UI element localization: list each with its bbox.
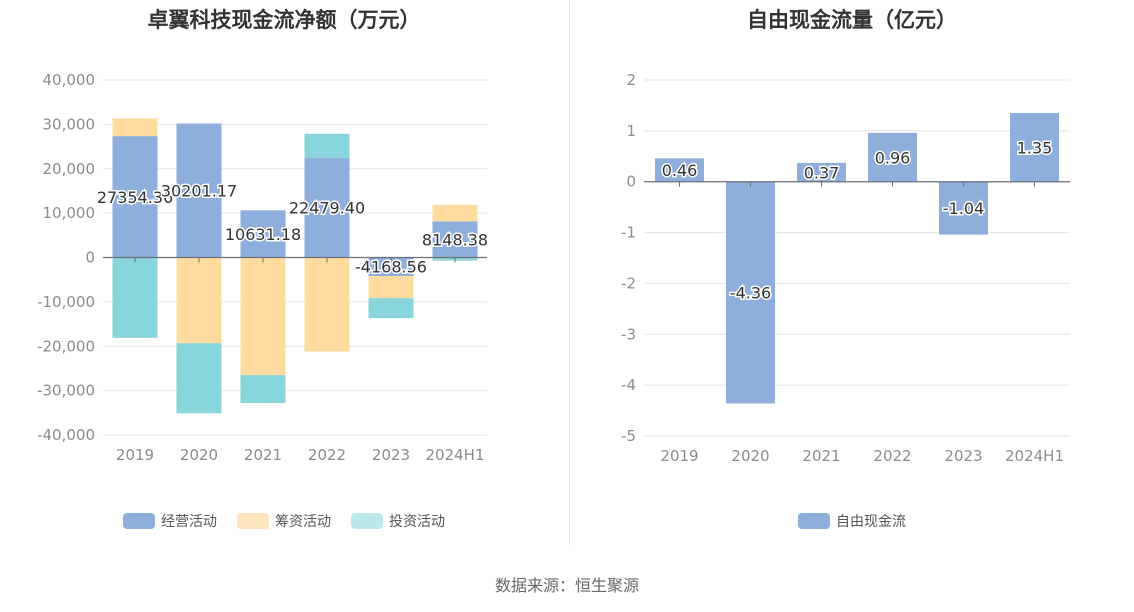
free-cash-flow-legend: 自由现金流 [570,511,1134,531]
data-label: -4.36 [730,284,771,303]
bar-financing [176,257,222,344]
y-tick-label: 2 [626,71,636,89]
bar-operating [368,257,414,276]
bar-operating [112,136,158,258]
cash-flow-chart-plot: 40,000 30,000 20,000 10,000 0 -10,000 -20,000 -… [37,71,489,464]
legend-label-investing: 投资活动 [389,514,445,530]
x-tick-label: 2023 [944,447,982,465]
bar-investing [304,133,350,158]
bar-operating [432,221,478,258]
y-tick-label: -2 [621,274,636,292]
free-cash-flow-chart-title: 自由现金流量（亿元） [747,8,957,32]
legend-label-financing: 筹资活动 [275,514,331,530]
x-tick-label: 2023 [372,446,410,464]
data-label: 30201.17 [161,181,237,200]
y-tick-label: -20,000 [37,337,95,355]
x-tick-label: 2019 [660,447,698,465]
free-cash-flow-chart-plot: 2 1 0 -1 -2 -3 -4 -5 2019 2020 2021 2022 2023 2024H1 0… [621,71,1070,465]
data-label: 10631.18 [225,225,301,244]
cash-flow-chart-panel: 卓翼科技现金流净额（万元） 40,000 30,000 20,000 10,000 0 -… [0,0,568,545]
x-tick-label: 2021 [802,447,840,465]
legend-item-financing[interactable]: 筹资活动 [237,511,331,531]
x-tick-label: 2022 [873,447,911,465]
legend-item-investing[interactable]: 投资活动 [351,511,445,531]
bar-investing [112,257,158,338]
data-label: 0.46 [662,161,698,180]
y-tick-label: -30,000 [37,382,95,400]
cash-flow-legend: 经营活动 筹资活动 投资活动 [0,511,568,531]
data-source-note: 数据来源：恒生聚源 [494,576,639,595]
data-label: -1.04 [943,199,984,218]
data-label: 0.37 [804,163,840,182]
x-tick-label: 2020 [180,446,218,464]
data-label: 0.96 [875,148,911,167]
legend-label-operating: 经营活动 [161,514,217,530]
x-tick-label: 2021 [244,446,282,464]
x-tick-label: 2019 [116,446,154,464]
x-tick-label: 2020 [731,447,769,465]
y-tick-label: -5 [621,427,636,445]
data-label: 8148.38 [422,230,488,249]
y-tick-label: -1 [621,224,636,242]
y-tick-label: 30,000 [43,115,96,133]
free-cash-flow-chart-panel: 自由现金流量（亿元） 2 1 0 -1 -2 -3 -4 -5 2019 2020 2021 2022… [570,0,1134,545]
bar-fcf [1010,113,1059,182]
legend-swatch-financing [237,513,269,529]
y-tick-label: -40,000 [37,426,95,444]
bar-operating [304,157,350,258]
bar-fcf [655,158,704,182]
bar-fcf [797,162,846,182]
bar-fcf [868,132,917,182]
bar-financing [240,257,286,376]
y-tick-label: 0 [626,173,636,191]
x-tick-label: 2024H1 [1005,447,1064,465]
bar-fcf [939,181,988,235]
cash-flow-chart-title: 卓翼科技现金流净额（万元） [147,8,421,32]
bar-financing [368,275,414,299]
bar-financing [112,118,158,137]
y-tick-label: 0 [85,249,95,267]
legend-swatch-investing [351,513,383,529]
panel-divider [569,0,570,545]
data-label: 27354.36 [97,188,173,207]
legend-label-fcf: 自由现金流 [836,514,906,530]
y-tick-label: -3 [621,325,636,343]
y-tick-label: -4 [621,376,636,394]
y-tick-label: 20,000 [43,160,96,178]
bar-investing [240,375,286,404]
bar-operating [176,123,222,258]
y-tick-label: 10,000 [43,204,96,222]
legend-swatch-fcf [798,513,830,529]
bar-investing [176,343,222,414]
legend-item-operating[interactable]: 经营活动 [123,511,217,531]
bar-financing [432,204,478,222]
bar-fcf [726,181,775,404]
y-tick-label: 40,000 [43,71,96,89]
data-label: 22479.40 [289,199,365,218]
legend-item-fcf[interactable]: 自由现金流 [798,511,906,531]
bar-financing [304,257,350,352]
x-tick-label: 2022 [308,446,346,464]
x-tick-label: 2024H1 [426,446,485,464]
y-tick-label: 1 [626,122,636,140]
legend-swatch-operating [123,513,155,529]
data-label: 1.35 [1017,138,1053,157]
data-label: -4168.56 [355,258,427,277]
bar-operating [240,210,286,258]
y-tick-label: -10,000 [37,293,95,311]
bar-investing [368,298,414,319]
